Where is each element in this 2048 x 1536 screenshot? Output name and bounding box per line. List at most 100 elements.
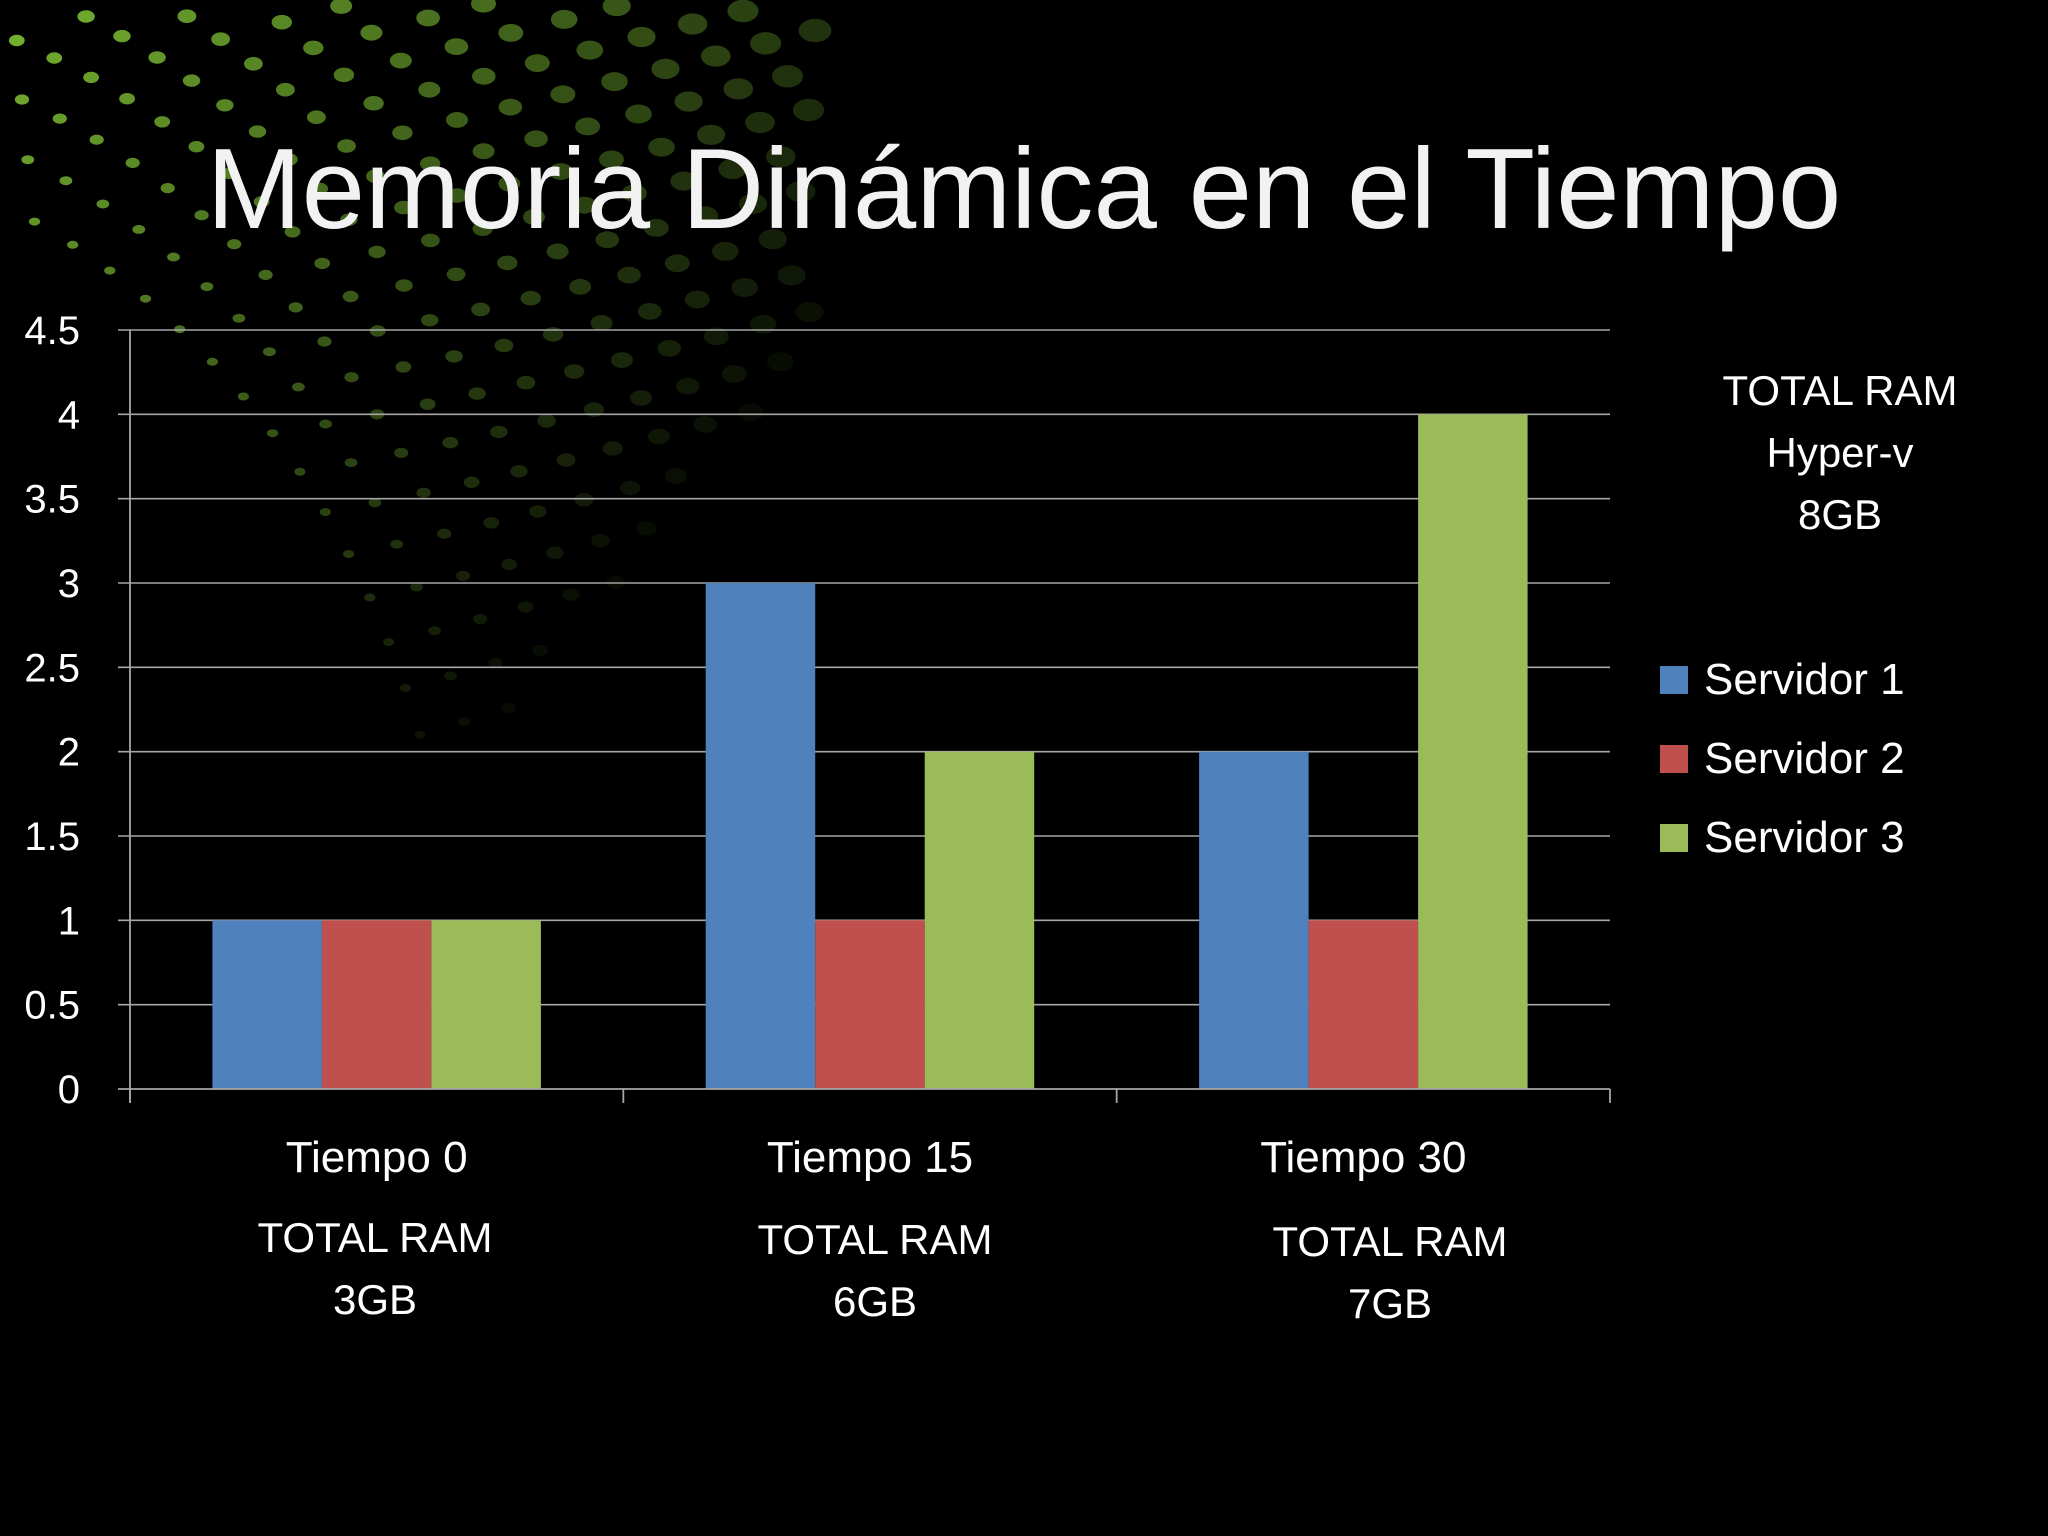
background-dot [745,111,775,134]
y-tick-labels: 0 0.5 1 1.5 2 2.5 3 3.5 4 4.5 [24,309,80,1112]
background-dot [271,14,292,30]
background-dot [550,9,578,29]
background-dot [244,57,263,71]
legend-item: Servidor 2 [1660,719,1905,798]
background-dot [294,467,306,476]
background-dot [8,34,25,47]
background-dot [148,51,166,64]
legend-label: Servidor 1 [1704,654,1905,704]
background-dot [77,10,95,23]
background-dot [590,315,613,331]
background-dot [621,184,647,203]
y-tick-label: 2 [58,731,80,775]
background-dot [307,110,326,124]
category-total-line-2: 7GB [1347,1280,1433,1327]
background-dot [288,302,303,313]
y-tick-label: 3.5 [24,478,80,522]
background-dot [750,32,782,55]
bar [431,920,541,1089]
background-dot [428,626,441,636]
background-dot [444,671,457,681]
background-dot [664,468,687,484]
background-dot [468,387,486,400]
background-dot [292,382,305,392]
background-dot [617,266,641,284]
background-dot [497,255,518,271]
background-dot [444,38,469,55]
background-dot [340,213,358,226]
background-dot [473,613,488,625]
background-dot [319,508,331,517]
background-dot [684,290,710,309]
background-dot [549,163,573,180]
background-dot [442,436,459,449]
background-dot [564,364,585,379]
background-dot [96,199,110,209]
category-total-annotation: TOTAL RAM 6GB [675,1209,1075,1333]
background-dot [523,209,545,225]
background-dot [280,153,298,166]
background-dot [59,176,73,186]
background-dot [606,575,626,589]
background-dot [677,13,708,35]
background-dot [524,130,548,148]
legend-item: Servidor 3 [1660,798,1905,877]
background-dot [46,52,63,64]
background-dot [227,239,242,250]
background-dot [529,505,547,518]
background-dot [517,601,534,613]
category-total-line-2: 6GB [832,1278,918,1325]
background-dot [456,570,471,582]
background-dot [394,447,409,458]
background-dot [419,398,436,410]
background-dot [727,0,759,23]
background-dot [390,539,404,549]
background-dot [383,638,395,647]
background-dot [14,94,30,105]
background-dot [472,67,496,85]
background-dot [414,730,426,739]
background-dot [471,302,490,317]
legend-item: Servidor 1 [1660,640,1905,719]
background-dot [575,117,601,136]
total-hyperv-line-1: TOTAL RAM [1722,367,1958,414]
background-dot [676,377,700,395]
background-dot [177,9,197,23]
background-dot [562,588,580,601]
background-dot [416,9,440,27]
y-tick-label: 4.5 [24,309,80,353]
background-dot [344,458,358,468]
background-dot [188,141,205,153]
background-dot [738,403,764,422]
total-hyperv-line-2: Hyper-v [1766,429,1914,476]
background-dot [445,350,463,363]
background-dot [532,644,549,656]
slide-title: Memoria Dinámica en el Tiempo [206,126,1842,253]
background-dot [550,85,576,104]
bar [212,920,322,1089]
background-dot [546,546,564,559]
legend-swatch [1660,744,1688,773]
background-dot [516,375,536,390]
background-dot [267,429,279,438]
background-dot [314,257,331,270]
background-dot [310,182,329,195]
background-dot [337,139,356,153]
background-dot [139,294,152,303]
background-dot [674,91,703,112]
background-dot [125,157,140,168]
total-hyperv-annotation: TOTAL RAM Hyper-v 8GB [1640,360,2040,546]
background-dot [206,357,218,366]
background-dot [771,65,804,88]
legend-label: Servidor 2 [1704,733,1905,783]
background-dot [253,196,270,208]
background-dot [635,521,657,536]
background-dot [767,352,794,372]
background-dot [317,336,332,347]
category-total-line-1: TOTAL RAM [1272,1218,1508,1265]
background-dot [758,229,787,250]
background-dot [160,183,175,194]
background-dot [510,465,528,478]
background-dot [216,99,234,112]
